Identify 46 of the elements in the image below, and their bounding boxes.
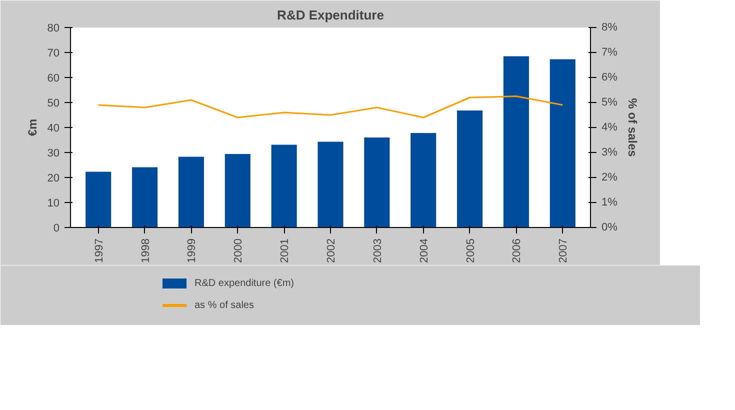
y-tick-label: 80	[47, 22, 60, 34]
bar	[178, 156, 204, 228]
y2-tick-label: 7%	[602, 46, 618, 58]
bar	[410, 133, 436, 228]
y2-tick-label: 1%	[602, 196, 618, 208]
bar	[86, 172, 112, 228]
x-tick-label: 2006	[511, 238, 524, 263]
legend-label: R&D expenditure (€m)	[194, 278, 294, 289]
y2-tick-label: 2%	[602, 172, 618, 184]
chart-title: R&D Expenditure	[277, 8, 384, 22]
bar	[457, 110, 483, 228]
y-tick-label: 50	[47, 98, 60, 110]
y-tick-label: 40	[47, 122, 60, 134]
legend-label: as % of sales	[194, 300, 254, 311]
y-tick-label: 10	[47, 198, 60, 210]
y2-tick-label: 4%	[602, 122, 618, 134]
y-tick-label: 20	[47, 172, 60, 184]
bar	[224, 154, 250, 228]
x-tick-label: 2001	[279, 238, 292, 263]
y2-tick-label: 6%	[602, 72, 618, 84]
x-tick-label: 2002	[326, 238, 338, 263]
y-tick-label: 70	[47, 48, 60, 60]
x-tick-label: 2004	[418, 238, 430, 263]
bar	[132, 167, 158, 228]
bar	[364, 138, 390, 228]
bar	[550, 59, 576, 228]
y2-tick-label: 0%	[602, 222, 618, 234]
y2-axis-title: % of sales	[625, 98, 640, 158]
x-tick-label: 2003	[372, 238, 384, 263]
bar	[271, 144, 297, 228]
y-axis-title: €m	[25, 118, 40, 136]
x-tick-label: 2000	[232, 238, 245, 263]
x-tick-label: 1997	[93, 238, 106, 263]
y2-tick-label: 3%	[602, 146, 618, 158]
line-series	[98, 96, 564, 118]
y-tick-label: 30	[47, 148, 60, 160]
x-tick-label: 2005	[464, 238, 477, 263]
y2-tick-label: 5%	[602, 96, 618, 108]
y2-tick-label: 8%	[602, 22, 618, 34]
y-tick-label: 0	[53, 222, 60, 234]
x-tick-label: 1999	[186, 238, 198, 263]
bar	[503, 56, 529, 228]
bar	[318, 142, 344, 228]
x-tick-label: 1998	[140, 238, 152, 263]
x-tick-label: 2007	[558, 238, 570, 263]
y-tick-label: 60	[47, 72, 60, 84]
